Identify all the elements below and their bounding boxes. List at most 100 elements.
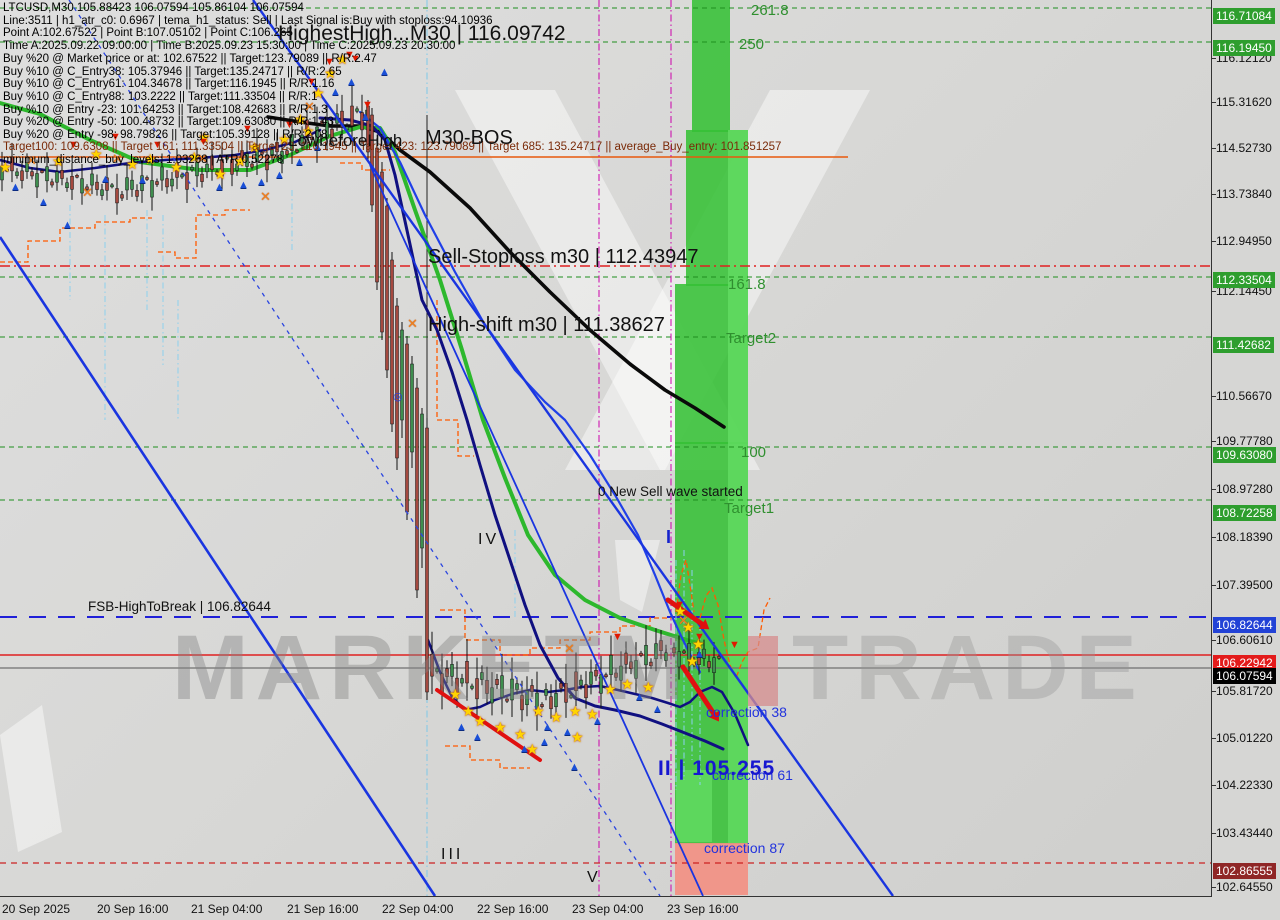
candle-body (500, 675, 504, 698)
star-signal-icon: ★ (692, 636, 705, 652)
axis-tick-mark (1212, 396, 1216, 397)
sell-arrow-icon: ▼ (68, 139, 79, 151)
candle-body (554, 693, 558, 708)
candle-body (240, 150, 244, 160)
fib-level-label: Target1 (724, 500, 775, 517)
info-line: Buy %10 @ C_Entry38: 105.37946 || Target… (3, 65, 342, 78)
correction-label: correction 87 (704, 840, 785, 856)
candle-body (470, 685, 474, 689)
star-signal-icon: ★ (474, 713, 487, 729)
candle-body (677, 651, 681, 668)
trend-line[interactable] (369, 164, 704, 896)
candle-body (170, 178, 174, 187)
candle-body (115, 188, 119, 204)
candle-body (210, 155, 214, 170)
impulse-arrow-head (698, 619, 710, 630)
price-marker-label: 106.07594 (1213, 668, 1276, 684)
axis-tick-mark (1212, 58, 1216, 59)
impulse-arrow (435, 688, 542, 762)
buy-arrow-icon: ▲ (330, 86, 341, 98)
price-tick-label: 108.97280 (1216, 482, 1273, 496)
buy-arrow-icon: ▲ (62, 219, 73, 231)
buy-arrow-icon: ▲ (238, 179, 249, 191)
candle-body (135, 190, 139, 197)
star-signal-icon: ★ (52, 153, 65, 169)
trend-line[interactable] (252, 0, 894, 896)
star-signal-icon: ★ (312, 85, 325, 101)
candle-body (415, 387, 419, 591)
candle-body (325, 120, 329, 138)
candle-body (604, 674, 608, 678)
candle-body (505, 698, 509, 702)
fib-level-label: Target2 (726, 330, 777, 347)
candle-body (290, 134, 294, 151)
wave-i-label: I (666, 527, 672, 547)
star-signal-icon: ★ (686, 653, 699, 669)
star-signal-icon: ★ (571, 729, 584, 745)
buy-arrow-icon: ▲ (472, 731, 483, 743)
candle-body (50, 181, 54, 186)
correction-label: correction 61 (712, 767, 793, 783)
watermark-chevron (0, 705, 62, 852)
sell-arrow-icon: ▼ (350, 53, 361, 65)
buy-arrow-icon: ▲ (634, 691, 645, 703)
trend-line[interactable] (68, 0, 661, 896)
sell-arrow-icon: ▼ (674, 599, 685, 611)
candle-body (589, 671, 593, 685)
candle-body (712, 657, 716, 673)
star-signal-icon: ★ (532, 703, 545, 719)
trend-line[interactable] (0, 236, 437, 896)
candle-body (205, 163, 209, 173)
axis-tick-mark (1212, 194, 1216, 195)
ma-royal (358, 110, 702, 674)
candle-body (0, 165, 4, 181)
x-signal-icon: ✕ (26, 153, 37, 168)
min-distance-line: minimum_distance_buy_levels: 1.03268 | A… (3, 154, 284, 166)
candle-body (485, 680, 489, 694)
wave-iii-label: III (441, 846, 464, 863)
candle-body (250, 163, 254, 168)
candle-body (430, 653, 434, 677)
info-line: Buy %10 @ C_Entry61: 104.34678 || Target… (3, 78, 335, 91)
candle-body (310, 136, 314, 141)
candle-body (629, 661, 633, 669)
watermark-red-block (748, 636, 778, 706)
impulse-arrow-head (708, 710, 720, 722)
candle-body (320, 120, 324, 125)
star-signal-icon: ★ (449, 686, 462, 702)
candle-body (150, 180, 154, 198)
candle-body (140, 175, 144, 191)
sell-stoploss-label: Sell-Stoploss m30 | 112.43947 (428, 246, 699, 268)
fib-extension-zone (692, 0, 730, 132)
candle-body (35, 173, 39, 188)
info-line: Buy %20 @ Entry -98: 98.79826 || Target:… (3, 129, 328, 142)
ma-navy-left (0, 128, 322, 174)
fib-extension-zone-light (728, 130, 748, 843)
candle-body (654, 643, 658, 660)
candle-body (260, 151, 264, 155)
candle-body (55, 171, 59, 183)
axis-tick-mark (1212, 489, 1216, 490)
watermark-right-text: TRADE (792, 617, 1144, 719)
buy-arrow-icon: ▲ (562, 726, 573, 738)
star-signal-icon: ★ (126, 156, 139, 172)
price-marker-label: 109.63080 (1213, 447, 1276, 463)
candle-body (235, 163, 239, 171)
buy-arrow-icon: ▲ (38, 196, 49, 208)
candle-body (549, 696, 553, 710)
candle-body (450, 664, 454, 677)
time-axis[interactable]: 20 Sep 2025 20 Sep 16:00 21 Sep 04:00 21 Se… (0, 897, 1211, 920)
candle-body (380, 171, 384, 333)
buy-arrow-icon: ▲ (346, 76, 357, 88)
impulse-arrow (680, 664, 717, 717)
candle-body (659, 640, 663, 651)
price-axis[interactable]: 116.71084 116.19450 116.12120 115.31620 114.… (1212, 0, 1280, 896)
star-signal-icon: ★ (674, 603, 687, 619)
candle-body (305, 119, 309, 137)
x-signal-icon: ✕ (407, 316, 418, 331)
price-chart-canvas[interactable]: MARKETM TRADE LTCUSD,M30 105.88423 106.0… (0, 0, 1212, 897)
star-signal-icon: ★ (0, 159, 12, 175)
candle-body (10, 156, 14, 172)
candle-body (100, 189, 104, 196)
price-tick-label: 106.60610 (1216, 633, 1273, 647)
